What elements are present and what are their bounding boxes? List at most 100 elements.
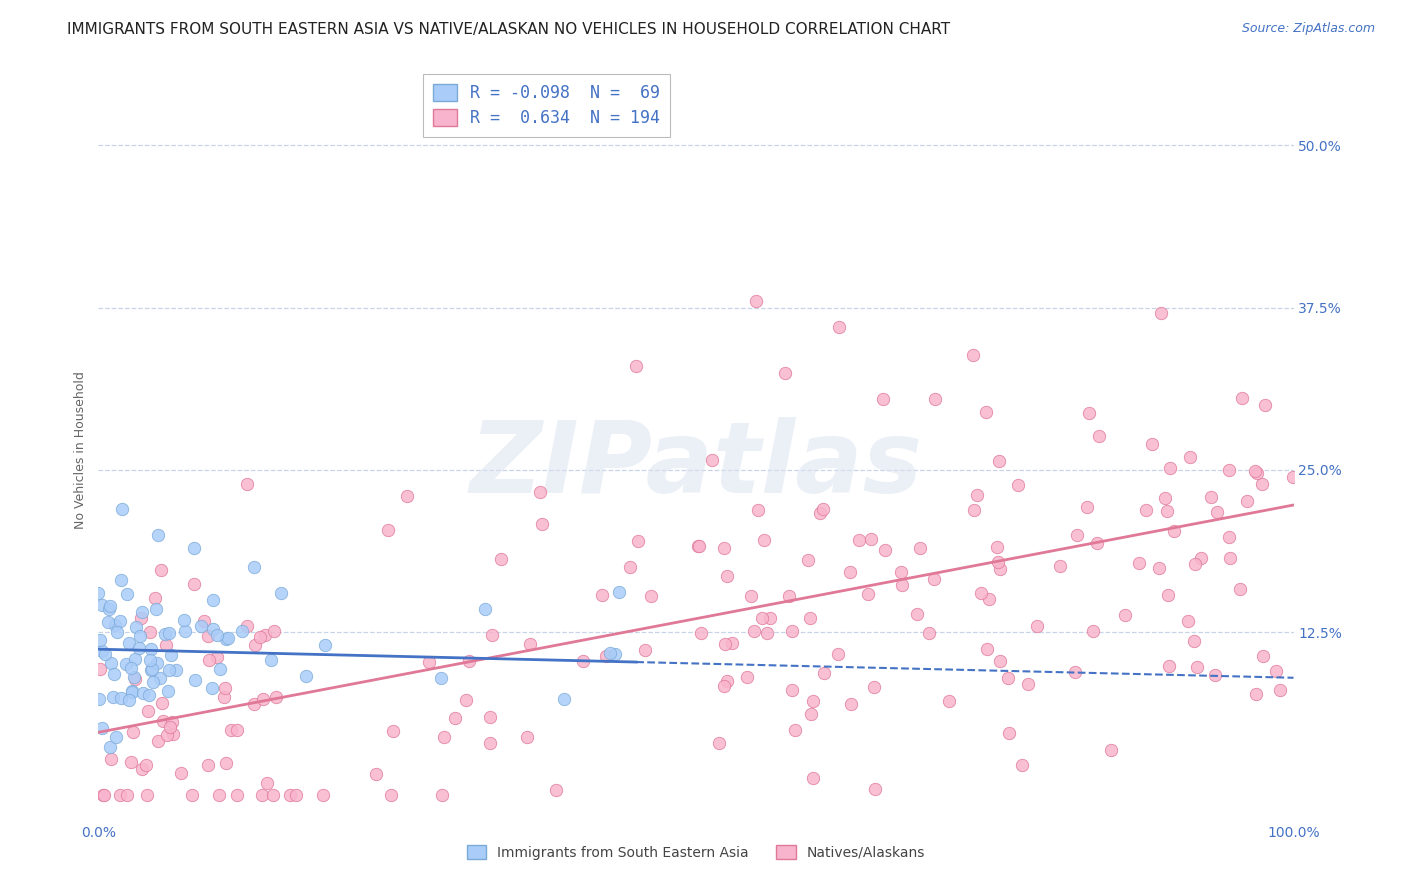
Point xyxy=(998,726,1021,740)
Point xyxy=(250,788,273,802)
Point xyxy=(688,539,710,553)
Point xyxy=(284,788,307,802)
Point xyxy=(1026,619,1049,633)
Point xyxy=(782,624,804,638)
Point xyxy=(212,690,235,705)
Point xyxy=(396,489,419,503)
Point xyxy=(735,670,758,684)
Point xyxy=(1218,530,1240,544)
Point xyxy=(640,589,662,603)
Point xyxy=(595,649,617,664)
Point xyxy=(713,541,735,555)
Point xyxy=(1150,306,1173,320)
Point xyxy=(131,605,153,619)
Point xyxy=(94,647,117,661)
Point xyxy=(145,601,167,615)
Point xyxy=(489,552,512,566)
Point xyxy=(458,654,481,668)
Point xyxy=(270,586,292,600)
Point xyxy=(117,635,139,649)
Point xyxy=(174,624,197,638)
Point xyxy=(129,611,152,625)
Point xyxy=(609,585,631,599)
Point xyxy=(744,624,766,638)
Point xyxy=(988,562,1011,576)
Point xyxy=(110,573,132,587)
Legend: Immigrants from South Eastern Asia, Natives/Alaskans: Immigrants from South Eastern Asia, Nati… xyxy=(461,839,931,865)
Point xyxy=(108,614,131,628)
Point xyxy=(90,721,112,735)
Point xyxy=(808,506,831,520)
Point xyxy=(156,729,179,743)
Point xyxy=(314,638,336,652)
Point xyxy=(529,485,551,500)
Point xyxy=(481,628,503,642)
Point xyxy=(997,671,1019,685)
Point xyxy=(142,674,165,689)
Point xyxy=(626,359,648,373)
Point xyxy=(159,626,181,640)
Point xyxy=(312,788,335,802)
Point xyxy=(713,679,735,693)
Point xyxy=(190,619,212,633)
Point xyxy=(377,523,399,537)
Point xyxy=(201,681,224,695)
Point xyxy=(103,690,125,704)
Point xyxy=(1159,461,1181,475)
Point xyxy=(745,294,768,309)
Point xyxy=(93,788,115,802)
Text: IMMIGRANTS FROM SOUTH EASTERN ASIA VS NATIVE/ALASKAN NO VEHICLES IN HOUSEHOLD CO: IMMIGRANTS FROM SOUTH EASTERN ASIA VS NA… xyxy=(67,22,950,37)
Y-axis label: No Vehicles in Household: No Vehicles in Household xyxy=(75,372,87,529)
Point xyxy=(456,693,478,707)
Point xyxy=(208,788,231,802)
Point xyxy=(157,684,180,698)
Point xyxy=(259,653,281,667)
Point xyxy=(152,714,174,728)
Point xyxy=(478,736,501,750)
Point xyxy=(160,714,183,729)
Point xyxy=(104,618,127,632)
Point xyxy=(1156,504,1178,518)
Point xyxy=(1077,406,1099,420)
Point xyxy=(380,788,402,802)
Point xyxy=(626,533,648,548)
Point xyxy=(976,405,998,419)
Point xyxy=(138,688,160,702)
Point xyxy=(918,625,941,640)
Point xyxy=(890,565,912,579)
Point xyxy=(873,542,896,557)
Point xyxy=(197,629,219,643)
Point xyxy=(183,577,205,591)
Point xyxy=(1049,558,1071,573)
Point xyxy=(758,611,780,625)
Point xyxy=(754,533,776,547)
Point xyxy=(252,692,274,706)
Point xyxy=(1218,463,1240,477)
Point xyxy=(198,653,221,667)
Point xyxy=(740,590,762,604)
Point xyxy=(219,723,242,737)
Point xyxy=(1140,436,1163,450)
Point xyxy=(755,626,778,640)
Point xyxy=(783,723,806,738)
Point xyxy=(591,588,613,602)
Point xyxy=(1189,550,1212,565)
Point xyxy=(1185,660,1208,674)
Point xyxy=(700,452,723,467)
Point xyxy=(962,348,984,362)
Point xyxy=(122,724,145,739)
Point xyxy=(865,782,887,797)
Point xyxy=(1177,614,1199,628)
Point xyxy=(108,788,131,802)
Point xyxy=(1282,470,1305,484)
Point xyxy=(120,661,142,675)
Point xyxy=(1007,478,1029,492)
Point xyxy=(800,707,823,722)
Point xyxy=(141,664,163,678)
Point xyxy=(157,663,180,677)
Point xyxy=(89,662,111,676)
Point xyxy=(908,541,931,555)
Point xyxy=(217,632,239,646)
Point xyxy=(183,673,205,687)
Point xyxy=(1157,659,1180,673)
